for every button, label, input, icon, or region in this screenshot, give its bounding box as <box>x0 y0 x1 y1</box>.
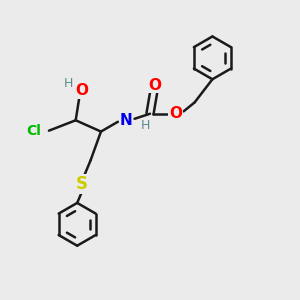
Text: Cl: Cl <box>26 124 41 138</box>
Text: H: H <box>64 77 74 90</box>
Text: O: O <box>75 83 88 98</box>
Text: S: S <box>76 175 88 193</box>
Text: O: O <box>169 106 182 121</box>
Text: O: O <box>148 78 161 93</box>
Text: H: H <box>141 119 150 132</box>
Text: N: N <box>120 113 133 128</box>
